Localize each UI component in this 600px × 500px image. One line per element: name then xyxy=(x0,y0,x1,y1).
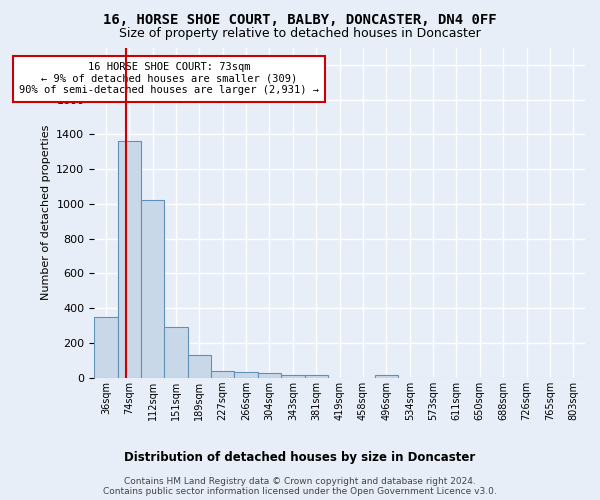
Bar xyxy=(305,375,328,378)
Bar xyxy=(211,371,235,378)
Bar xyxy=(188,355,211,378)
Y-axis label: Number of detached properties: Number of detached properties xyxy=(41,125,51,300)
Text: Size of property relative to detached houses in Doncaster: Size of property relative to detached ho… xyxy=(119,28,481,40)
Bar xyxy=(235,372,258,378)
Bar xyxy=(164,328,188,378)
Text: 16, HORSE SHOE COURT, BALBY, DONCASTER, DN4 0FF: 16, HORSE SHOE COURT, BALBY, DONCASTER, … xyxy=(103,12,497,26)
Bar xyxy=(141,200,164,378)
Bar xyxy=(374,375,398,378)
Bar xyxy=(94,317,118,378)
Text: Contains public sector information licensed under the Open Government Licence v3: Contains public sector information licen… xyxy=(103,486,497,496)
Text: Distribution of detached houses by size in Doncaster: Distribution of detached houses by size … xyxy=(124,451,476,464)
Text: Contains HM Land Registry data © Crown copyright and database right 2024.: Contains HM Land Registry data © Crown c… xyxy=(124,476,476,486)
Bar xyxy=(281,375,305,378)
Text: 16 HORSE SHOE COURT: 73sqm
← 9% of detached houses are smaller (309)
90% of semi: 16 HORSE SHOE COURT: 73sqm ← 9% of detac… xyxy=(19,62,319,96)
Bar xyxy=(118,142,141,378)
Bar xyxy=(258,374,281,378)
